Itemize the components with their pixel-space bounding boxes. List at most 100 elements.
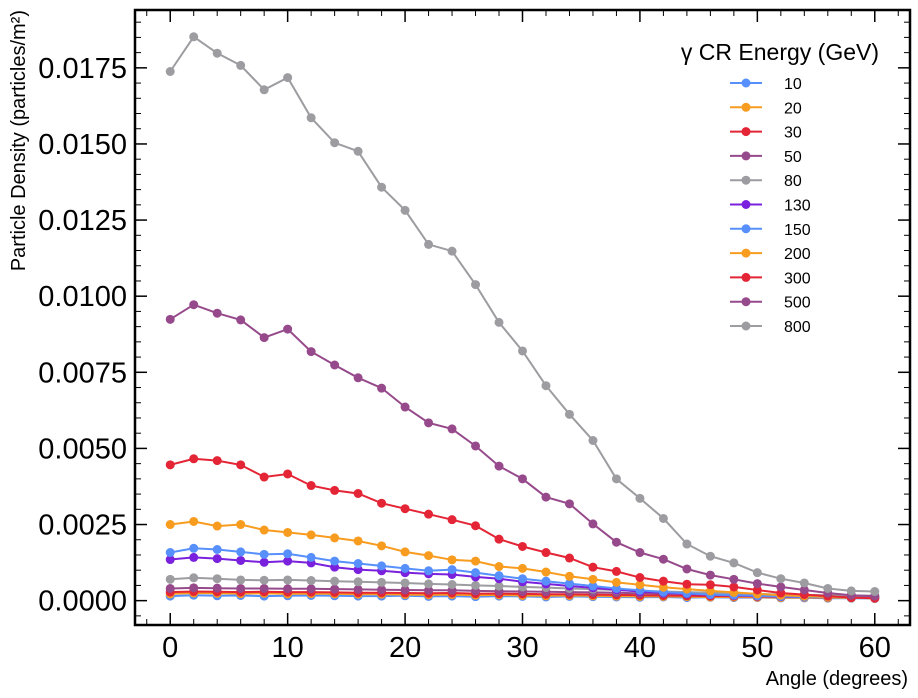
legend-marker [741, 248, 751, 258]
data-point [541, 567, 551, 577]
data-point [635, 548, 645, 558]
legend-entry: 130 [730, 198, 811, 215]
data-point [494, 534, 504, 544]
data-point [424, 239, 434, 249]
x-tick-label: 40 [624, 632, 656, 664]
data-point [400, 504, 410, 514]
data-point [377, 585, 387, 595]
data-point [564, 409, 574, 419]
data-point [635, 580, 645, 590]
data-point [799, 585, 809, 595]
data-point [729, 582, 739, 592]
legend-entries: 10 20 30 50 80 130 150 200 300 500 800 [730, 76, 811, 336]
series-500 [165, 300, 880, 601]
y-tick-label: 0.0175 [38, 53, 127, 85]
data-point [236, 547, 246, 557]
data-point [330, 360, 340, 370]
data-point [564, 571, 574, 581]
data-point [165, 548, 175, 558]
data-point [306, 584, 316, 594]
legend-marker [741, 151, 751, 161]
data-point [377, 561, 387, 571]
data-point [259, 557, 269, 567]
data-point [236, 315, 246, 325]
data-point [165, 460, 175, 470]
legend-entry: 150 [730, 222, 811, 239]
data-point [259, 85, 269, 95]
legend-label: 50 [784, 149, 802, 166]
legend-label: 200 [784, 246, 811, 263]
data-point [212, 574, 222, 584]
data-point [541, 576, 551, 586]
data-point [799, 578, 809, 588]
data-point [212, 521, 222, 531]
data-point [588, 519, 598, 529]
y-tick-label: 0.0000 [38, 586, 127, 618]
data-point [424, 418, 434, 428]
legend-marker [741, 224, 751, 234]
legend-entry: 500 [730, 295, 811, 312]
data-point [682, 539, 692, 549]
legend-entry: 200 [730, 246, 811, 263]
legend-marker [741, 200, 751, 209]
data-point [752, 568, 762, 578]
data-point [846, 586, 856, 596]
data-point [283, 584, 293, 594]
data-point [377, 182, 387, 192]
data-point [424, 579, 434, 589]
data-point [400, 205, 410, 215]
data-point [306, 113, 316, 123]
legend-label: 300 [784, 270, 811, 287]
data-point [283, 469, 293, 479]
data-point [518, 563, 527, 573]
data-point [400, 547, 410, 557]
legend-label: 500 [784, 295, 811, 312]
data-point [400, 563, 410, 573]
data-point [353, 146, 363, 156]
data-point [494, 562, 504, 572]
data-point [212, 48, 222, 58]
data-point [682, 564, 692, 574]
legend-label: 30 [784, 125, 802, 142]
data-point [658, 554, 668, 564]
data-point [682, 579, 692, 589]
data-point [870, 587, 880, 597]
data-point [236, 460, 246, 470]
data-point [212, 456, 222, 466]
x-tick-label: 30 [506, 632, 538, 664]
data-point [447, 424, 457, 434]
data-point [236, 583, 246, 593]
data-point [611, 566, 621, 576]
data-point [283, 527, 293, 537]
data-point [471, 280, 481, 290]
legend-label: 130 [784, 198, 811, 215]
data-point [353, 584, 363, 594]
data-point [165, 67, 175, 76]
data-point [283, 324, 293, 334]
data-point [752, 585, 762, 595]
legend-marker [741, 297, 751, 307]
data-point [611, 537, 621, 547]
data-point [189, 573, 199, 583]
data-point [424, 509, 434, 519]
data-point [259, 549, 269, 559]
data-point [377, 577, 387, 587]
data-point [494, 461, 504, 471]
data-point [400, 578, 410, 588]
data-point [283, 575, 293, 585]
data-point [447, 515, 457, 525]
data-point [283, 73, 293, 83]
data-point [306, 576, 316, 586]
data-point [705, 551, 715, 561]
data-point [658, 513, 668, 523]
data-point [353, 373, 363, 383]
data-point [330, 584, 340, 594]
data-point [588, 562, 598, 572]
y-tick-label: 0.0150 [38, 129, 127, 161]
y-tick-label: 0.0025 [38, 510, 127, 542]
data-point [635, 493, 645, 503]
data-point [823, 583, 833, 593]
legend-title: γ CR Energy (GeV) [681, 39, 879, 65]
data-point [729, 558, 739, 568]
data-point [471, 441, 481, 451]
